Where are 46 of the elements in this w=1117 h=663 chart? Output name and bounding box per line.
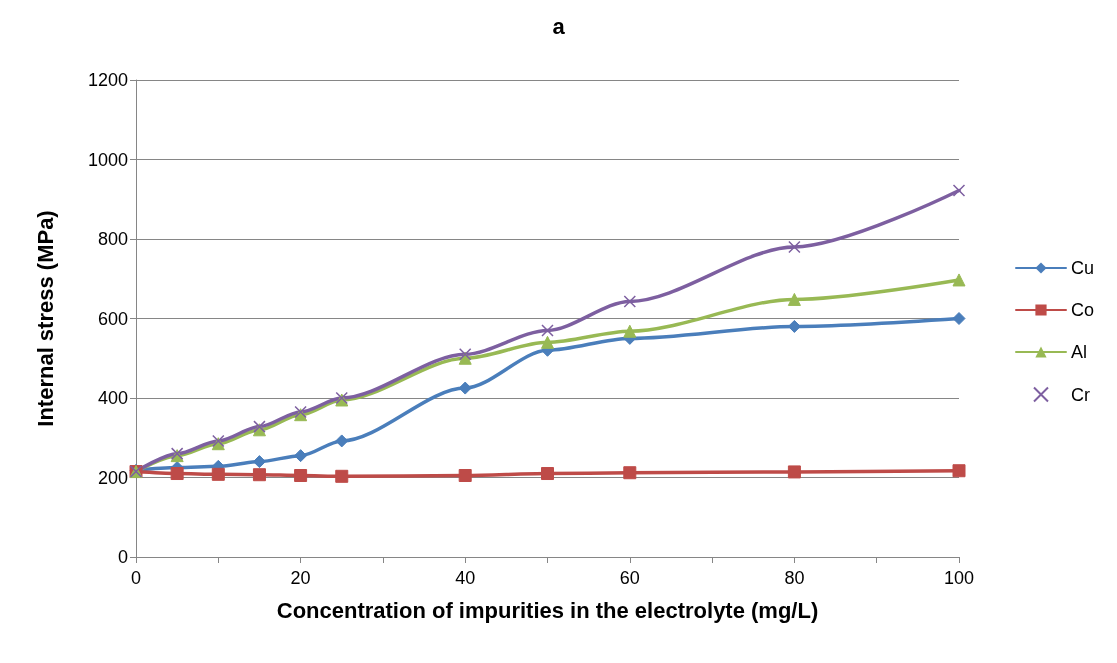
y-axis-title: Internal stress (MPa) (32, 210, 58, 427)
y-tick-label: 400 (97, 388, 128, 408)
x-tick-label: 80 (784, 568, 805, 588)
legend-label: Cr (1070, 384, 1090, 405)
point (211, 467, 225, 481)
y-tick-label: 200 (97, 467, 128, 488)
point (788, 240, 801, 254)
point (541, 467, 554, 481)
point (952, 464, 966, 478)
point (787, 292, 801, 306)
point (335, 434, 349, 448)
x-tick-label: 0 (130, 568, 142, 588)
point (952, 184, 966, 197)
point (458, 348, 472, 361)
point (623, 466, 637, 480)
legend-label: Al (1070, 342, 1088, 362)
legend-label: Cu (1070, 258, 1095, 278)
point (787, 465, 801, 479)
point (541, 324, 554, 337)
x-tick-label: 40 (455, 568, 476, 588)
point (253, 420, 266, 433)
y-tick-label: 1200 (87, 70, 128, 90)
x-tick-label: 60 (619, 568, 640, 588)
point (623, 324, 637, 338)
y-tick-label: 800 (97, 229, 128, 249)
point (458, 381, 472, 395)
point (294, 469, 308, 483)
point (252, 468, 266, 482)
chart-title: a (552, 13, 566, 39)
x-axis-title: Concentration of impurities in the electrolyte (mg/L) (276, 597, 819, 623)
point (623, 295, 637, 308)
x-tick-label: 100 (943, 568, 975, 588)
point (252, 455, 266, 469)
point (952, 273, 966, 287)
y-tick-label: 1000 (87, 149, 128, 170)
point (170, 467, 184, 481)
point (787, 319, 801, 333)
point (335, 469, 349, 483)
y-tick-label: 0 (117, 547, 128, 567)
point (541, 335, 554, 349)
point (458, 469, 472, 483)
y-tick-label: 600 (97, 308, 128, 329)
x-tick-label: 20 (290, 568, 311, 588)
point (294, 449, 308, 463)
point (952, 312, 966, 325)
legend-label: Co (1070, 300, 1095, 320)
